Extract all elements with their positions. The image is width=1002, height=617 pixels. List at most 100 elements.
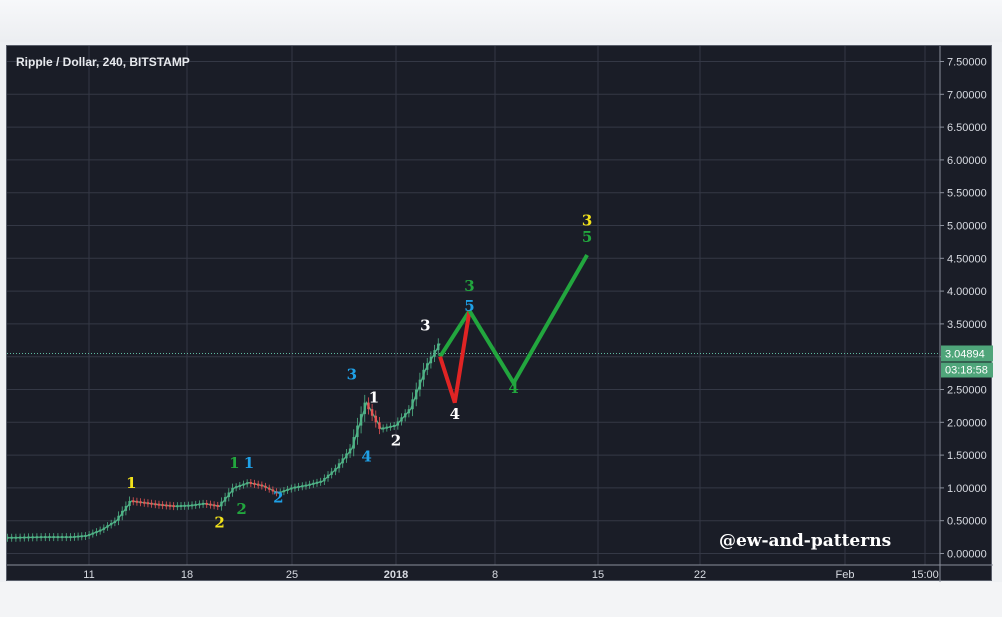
wave-label: 1 [244, 454, 254, 472]
candle-body [139, 501, 142, 504]
candle-body [293, 486, 297, 489]
candle-body [290, 487, 293, 490]
candle-body [396, 421, 400, 426]
projection-line [438, 310, 472, 404]
candle-body [249, 482, 253, 485]
candle-body [14, 536, 18, 539]
candle-body [69, 536, 72, 539]
candle-body [437, 343, 440, 351]
wave-label: 5 [582, 228, 592, 246]
candle-body [323, 478, 326, 482]
wave-label: 3 [347, 366, 357, 384]
candle-body [154, 503, 157, 506]
candle-body [400, 417, 403, 422]
wave-label: 2 [391, 431, 401, 449]
candle-body [48, 536, 51, 539]
wave-label: 2 [236, 500, 246, 518]
candle-body [60, 536, 64, 539]
candle-body [31, 536, 34, 539]
x-tick-label: 8 [492, 569, 498, 581]
x-tick-label: 15:00 [911, 569, 939, 581]
countdown-badge [941, 362, 993, 378]
candle-body [23, 536, 26, 539]
candle-body [363, 402, 366, 415]
projection-line [467, 254, 589, 387]
candle-body [106, 525, 109, 528]
candle-body [7, 536, 9, 539]
candle-body [124, 505, 128, 511]
candle-body [157, 503, 161, 506]
candle-body [426, 363, 429, 370]
candle-body [172, 505, 175, 508]
y-tick-label: 0.50000 [947, 516, 987, 528]
y-tick-label: 1.00000 [947, 483, 987, 495]
candle-body [179, 505, 183, 508]
candle-body [268, 487, 271, 490]
x-tick-label: 2018 [384, 569, 408, 581]
candle-body [176, 505, 179, 508]
y-tick-label: 5.50000 [947, 188, 987, 200]
x-tick-label: 25 [286, 569, 298, 581]
wave-label: 2 [273, 488, 283, 506]
candle-body [227, 492, 230, 498]
wave-label: 1 [229, 454, 239, 472]
x-tick-label: 15 [592, 569, 604, 581]
candle-body [165, 504, 168, 507]
candle-body [242, 483, 245, 486]
browser-bottom-blur [0, 582, 1002, 617]
candle-body [352, 437, 355, 449]
candle-body [341, 458, 344, 464]
y-tick-label: 6.00000 [947, 155, 987, 167]
candle-body [385, 426, 389, 429]
y-tick-label: 2.50000 [947, 385, 987, 397]
price-chart[interactable]: 7.50000 7.00000 6.50000 6.00000 5.50000 5.000… [7, 46, 993, 582]
y-tick-label: 1.50000 [947, 450, 987, 462]
candle-body [256, 483, 260, 486]
candle-body [245, 482, 249, 485]
candle-body [102, 527, 106, 530]
candle-body [279, 491, 282, 494]
candle-body [132, 500, 135, 503]
candle-body [223, 497, 227, 502]
candle-body [76, 535, 80, 538]
y-tick-label: 7.00000 [947, 89, 987, 101]
x-tick-label: 22 [694, 569, 706, 581]
candle-body [253, 482, 256, 485]
y-tick-label: 6.50000 [947, 122, 987, 134]
candle-body [403, 413, 407, 418]
candle-body [84, 534, 87, 537]
chart-panel[interactable]: 7.50000 7.00000 6.50000 6.00000 5.50000 5.000… [6, 45, 993, 582]
wave-label: 3 [420, 316, 430, 334]
x-tick-label: 18 [181, 569, 193, 581]
candle-body [135, 500, 139, 503]
candle-body [304, 484, 308, 487]
wave-label: 3 [464, 277, 474, 295]
candle-body [334, 468, 337, 472]
candle-body [422, 369, 425, 380]
wave-label: 3 [582, 212, 592, 230]
y-tick-label: 0.00000 [947, 549, 987, 561]
x-tick-label: 11 [83, 569, 94, 581]
y-tick-label: 5.00000 [947, 221, 987, 233]
candle-body [411, 399, 414, 410]
candle-body [190, 504, 194, 507]
projection-line [438, 309, 472, 358]
y-tick-label: 4.50000 [947, 253, 987, 265]
candle-body [161, 504, 164, 507]
candle-body [209, 503, 212, 506]
candle-body [337, 463, 341, 469]
wave-label: 1 [126, 474, 136, 492]
candle-body [201, 502, 205, 505]
candle-body [146, 502, 150, 505]
candle-body [308, 483, 311, 486]
candle-body [117, 515, 120, 521]
candle-body [121, 510, 124, 516]
candle-body [216, 504, 219, 507]
candle-body [91, 532, 95, 535]
candle-body [150, 502, 153, 505]
wave-label: 2 [214, 513, 224, 531]
candle-body [345, 453, 348, 459]
candle-body [98, 529, 102, 532]
candle-body [212, 504, 216, 507]
candle-body [35, 536, 39, 539]
